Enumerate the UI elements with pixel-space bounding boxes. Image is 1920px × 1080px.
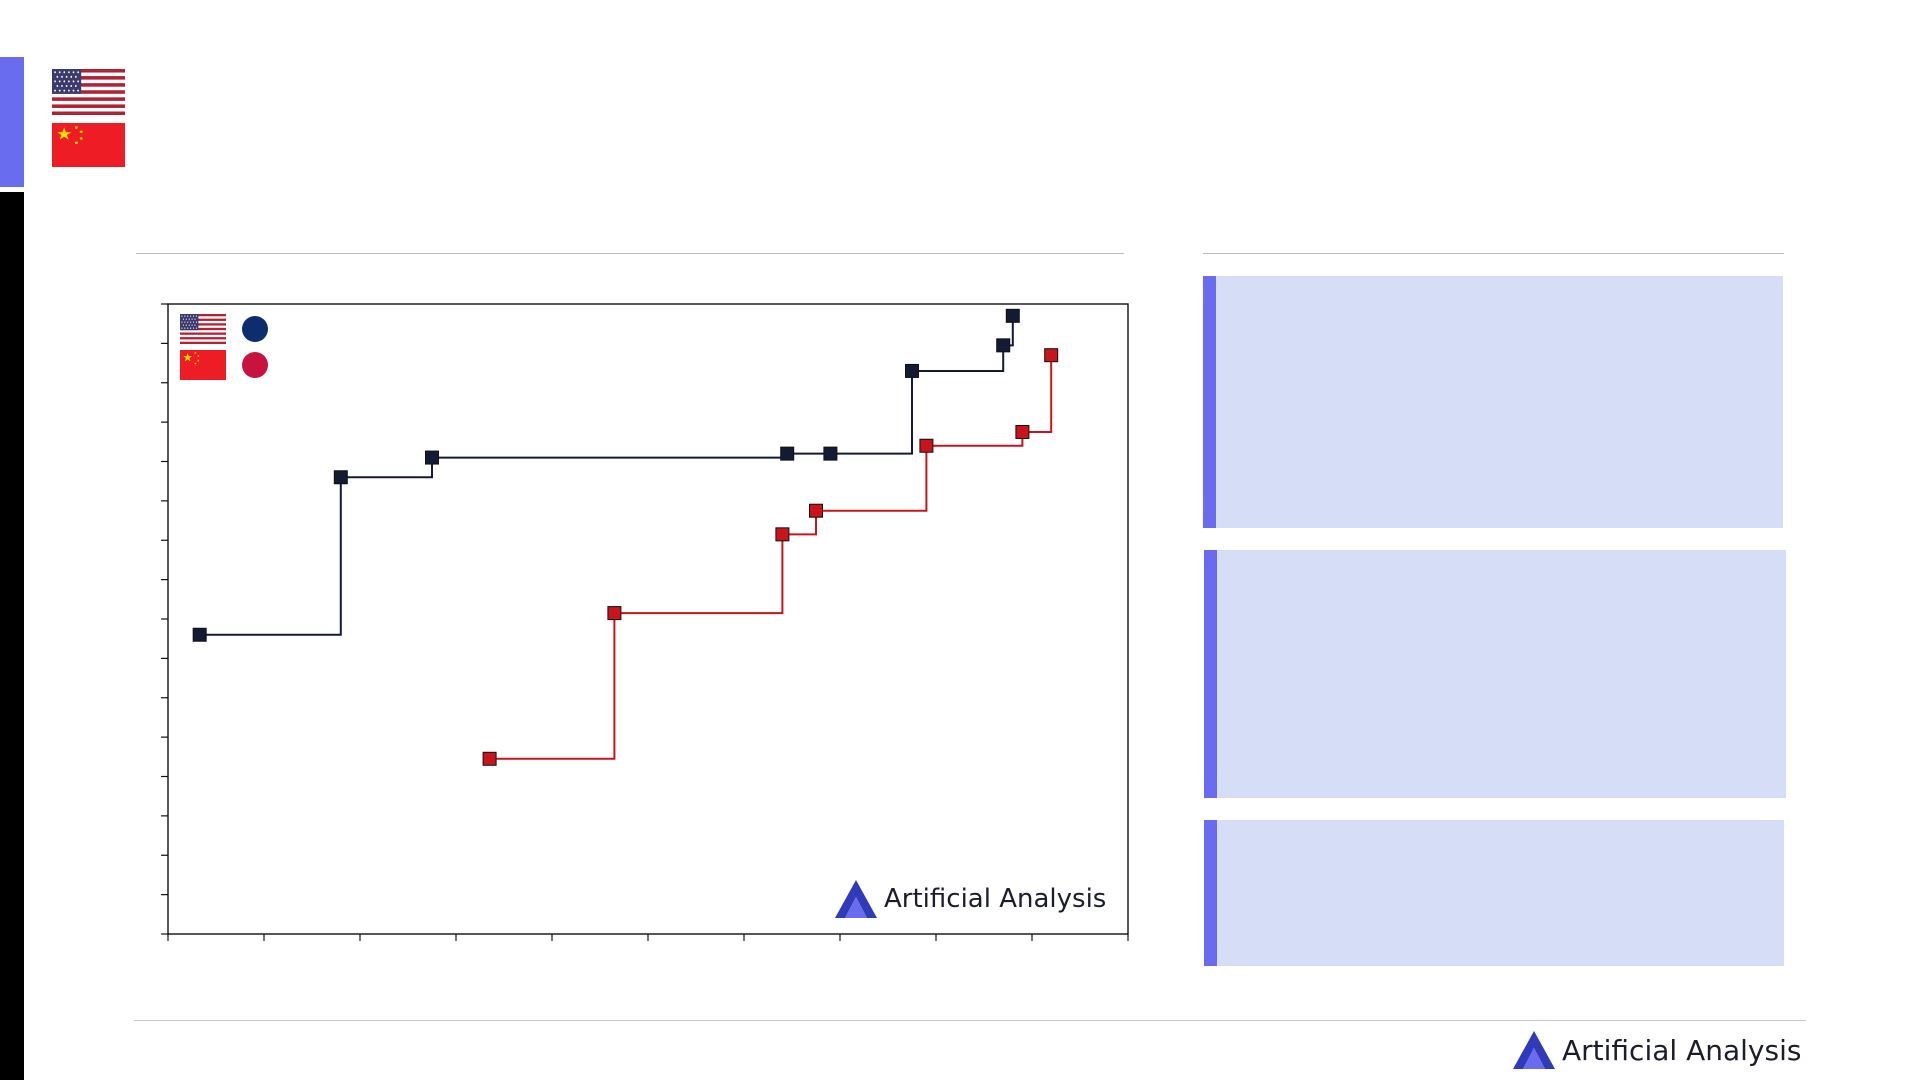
panel-body <box>1216 276 1783 528</box>
panel-section-divider <box>1203 253 1784 254</box>
series-2-step-line <box>489 355 1053 760</box>
series-1-step-line <box>199 315 1014 636</box>
series-1-marker <box>1005 308 1020 323</box>
panel-body <box>1217 820 1784 966</box>
series-1-marker <box>780 446 795 461</box>
logo-text: Artificial Analysis <box>1562 1033 1802 1067</box>
series-2-marker <box>607 606 622 621</box>
panel-accent-bar <box>1203 276 1216 528</box>
insight-panel-2 <box>1204 550 1786 798</box>
us-flag-icon <box>180 314 226 344</box>
series-1-marker <box>333 470 348 485</box>
footer-divider <box>134 1020 1806 1021</box>
insight-panel-1 <box>1203 276 1783 528</box>
legend-dot <box>242 352 268 378</box>
series-1-marker <box>996 338 1011 353</box>
series-1-marker <box>905 363 919 378</box>
us-flag-icon <box>52 69 125 115</box>
china-flag-icon <box>180 350 226 380</box>
series-2-marker <box>1044 348 1059 363</box>
panel-accent-bar <box>1204 550 1217 798</box>
plot-frame <box>167 303 1129 935</box>
series-1-marker <box>192 627 207 642</box>
logo-text: Artificial Analysis <box>884 884 1107 914</box>
series-2-marker <box>1015 424 1030 439</box>
insight-panel-3 <box>1204 820 1784 966</box>
chart-logo-watermark: Artificial Analysis <box>824 874 1114 924</box>
legend-dot <box>242 316 268 342</box>
panel-accent-bar <box>1204 820 1217 966</box>
chart-section-divider <box>136 253 1124 254</box>
series-1-marker <box>823 446 838 461</box>
series-2-marker <box>919 438 934 453</box>
left-sidebar-bar <box>0 192 24 1080</box>
left-accent-bar <box>0 57 24 187</box>
panel-body <box>1217 550 1786 798</box>
series-1-marker <box>425 450 439 465</box>
step-line-chart <box>161 303 1129 941</box>
series-2-marker <box>482 751 497 766</box>
series-2-marker <box>775 527 790 542</box>
artificial-analysis-logo-icon <box>1512 1030 1556 1070</box>
series-2-marker <box>809 503 823 518</box>
china-flag-icon <box>52 123 125 167</box>
artificial-analysis-logo-icon <box>834 879 878 919</box>
footer-logo: Artificial Analysis <box>1502 1022 1814 1078</box>
